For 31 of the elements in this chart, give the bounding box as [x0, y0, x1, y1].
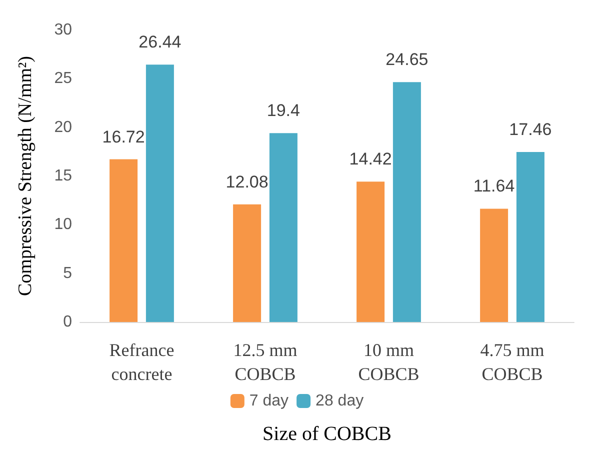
x-tick-label: 10 mm COBCB	[358, 340, 420, 384]
y-tick-label: 5	[63, 264, 72, 282]
data-label: 19.4	[266, 101, 300, 120]
bar	[146, 64, 174, 322]
legend-label: 7 day	[249, 392, 289, 410]
y-tick-label: 25	[54, 70, 72, 88]
x-tick-label: Refrance concrete	[109, 340, 174, 384]
bar	[392, 82, 421, 322]
y-tick-label: 10	[54, 216, 72, 234]
y-axis-title: Compressive Strength (N/mm²)	[15, 56, 36, 296]
y-tick-label: 20	[54, 118, 72, 136]
bar	[516, 152, 544, 322]
y-tick-label: 30	[54, 22, 72, 38]
legend-label: 28 day	[316, 392, 364, 410]
data-label: 12.08	[226, 172, 268, 192]
data-label: 24.65	[386, 50, 428, 70]
x-tick-label: 4.75 mm COBCB	[480, 340, 544, 384]
data-label: 11.64	[473, 176, 515, 196]
data-label: 16.72	[102, 127, 145, 146]
data-label: 14.42	[349, 150, 392, 169]
bar	[110, 159, 138, 322]
bar	[480, 208, 508, 322]
x-tick-label: 12.5 mm COBCB	[233, 340, 298, 384]
data-label: 17.46	[509, 120, 552, 140]
bar	[356, 182, 385, 322]
y-tick-label: 0	[63, 314, 72, 330]
bar	[233, 204, 262, 322]
y-tick-label: 15	[54, 168, 72, 184]
x-axis-title: Size of COBCB	[262, 423, 392, 445]
bar	[269, 133, 298, 322]
data-label: 26.44	[138, 32, 182, 52]
